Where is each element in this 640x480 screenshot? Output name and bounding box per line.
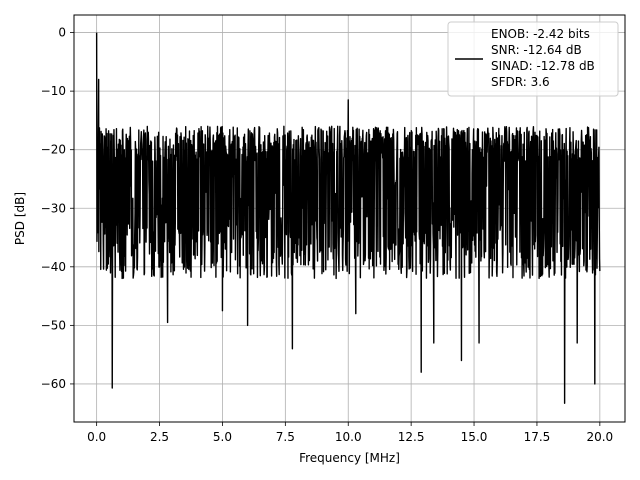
x-tick-label: 12.5: [398, 430, 425, 444]
legend-entry-snr: SNR: -12.64 dB: [491, 43, 582, 57]
plot-area: [95, 32, 601, 404]
y-tick-label: −30: [41, 201, 66, 215]
psd-series-line: [95, 32, 601, 404]
y-tick-label: −60: [41, 377, 66, 391]
axes-frame: [73, 14, 626, 423]
x-tick-label: 20.0: [586, 430, 613, 444]
x-tick-label: 5.0: [213, 430, 232, 444]
x-axis-label: Frequency [MHz]: [299, 451, 400, 465]
legend-box: [447, 21, 619, 97]
x-tick-label: 10.0: [335, 430, 362, 444]
y-tick-label: −50: [41, 318, 66, 332]
x-tick-label: 7.5: [276, 430, 295, 444]
y-tick-label: −20: [41, 143, 66, 157]
legend-entry-sinad: SINAD: -12.78 dB: [491, 59, 595, 73]
y-axis-label: PSD [dB]: [13, 192, 27, 245]
y-tick-label: −40: [41, 260, 66, 274]
x-tick-label: 2.5: [150, 430, 169, 444]
y-tick-label: −10: [41, 84, 66, 98]
y-tick-label: 0: [58, 26, 66, 40]
legend-entry-sfdr: SFDR: 3.6: [491, 75, 550, 89]
x-axis-ticks: 0.0 2.5 5.0 7.5 10.0 12.5 15.0 17.5 20.0: [87, 422, 613, 444]
legend: ENOB: -2.42 bits SNR: -12.64 dB SINAD: -…: [447, 21, 619, 97]
x-tick-label: 0.0: [87, 430, 106, 444]
x-tick-label: 17.5: [524, 430, 551, 444]
y-axis-ticks: 0 −10 −20 −30 −40 −50 −60: [41, 26, 74, 391]
x-tick-label: 15.0: [461, 430, 488, 444]
legend-entry-enob: ENOB: -2.42 bits: [491, 27, 590, 41]
